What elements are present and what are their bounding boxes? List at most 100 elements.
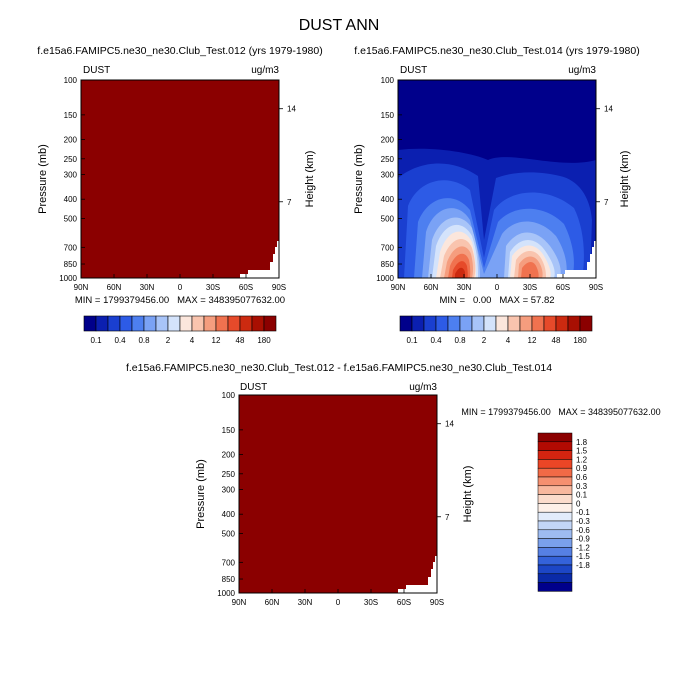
colorbar-swatch <box>555 315 569 332</box>
y2-tick-label: 14 <box>445 420 454 429</box>
colorbar-swatch <box>471 315 485 332</box>
y2-axis-label: Height (km) <box>619 151 631 208</box>
colorbar-swatch <box>537 520 573 531</box>
missing-data-region <box>240 241 279 278</box>
figure-title: DUST ANN <box>299 17 380 34</box>
colorbar-label: 48 <box>552 336 561 345</box>
colorbar-label: -0.6 <box>576 526 590 535</box>
y-axis-label: Pressure (mb) <box>195 459 207 529</box>
x-tick-label: 60N <box>107 283 122 292</box>
y-tick-label: 700 <box>222 558 236 567</box>
y-tick-label: 100 <box>381 76 395 85</box>
stats-text: MIN = 1799379456.00 MAX = 348395077632.0… <box>461 407 660 417</box>
y-tick-label: 1000 <box>59 274 77 283</box>
colorbar-swatch <box>143 315 157 332</box>
colorbar-swatch <box>251 315 265 332</box>
y-tick-label: 850 <box>64 260 78 269</box>
colorbar-swatch <box>155 315 169 332</box>
colorbar-swatch <box>95 315 109 332</box>
panel-title: f.e15a6.FAMIPC5.ne30_ne30.Club_Test.014 … <box>354 45 639 57</box>
y-axis-label: Pressure (mb) <box>353 144 365 214</box>
colorbar-swatch <box>537 494 573 504</box>
colorbar-label: 0.4 <box>430 336 442 345</box>
colorbar-label: -1.5 <box>576 552 590 561</box>
colorbar-swatch <box>537 441 573 451</box>
variable-label: DUST <box>240 382 267 393</box>
colorbar-difference: 1.81.51.20.90.60.30.10-0.1-0.3-0.6-0.9-1… <box>537 432 590 592</box>
y-tick-label: 300 <box>64 170 78 179</box>
contour-fill-saturated <box>239 395 437 593</box>
y-tick-label: 200 <box>222 451 236 460</box>
y2-tick-label: 7 <box>604 198 609 207</box>
y-tick-label: 400 <box>222 510 236 519</box>
colorbar-swatch <box>167 315 181 332</box>
colorbar-label: 0.8 <box>454 336 466 345</box>
x-tick-label: 30S <box>206 283 220 292</box>
colorbar-swatch <box>537 538 573 548</box>
colorbar-swatch <box>203 315 217 332</box>
stats-text: MIN = 1799379456.00 MAX = 348395077632.0… <box>75 295 285 306</box>
colorbar-swatch <box>239 315 253 332</box>
y-tick-label: 850 <box>222 575 236 584</box>
colorbar-top-left: 0.1 0.4 0.8 2 4 12 48 180 <box>83 315 277 345</box>
units-label: ug/m3 <box>251 65 279 76</box>
y2-tick-label: 7 <box>287 198 292 207</box>
x-tick-label: 30N <box>298 598 313 607</box>
x-tick-label: 0 <box>336 598 341 607</box>
missing-data-region <box>398 556 437 593</box>
colorbar-top-right: 0.1 0.4 0.8 2 4 12 48 180 <box>399 315 593 345</box>
colorbar-label: 2 <box>166 336 171 345</box>
colorbar-swatch <box>537 467 573 478</box>
y-tick-label: 850 <box>381 260 395 269</box>
y-tick-label: 500 <box>222 529 236 538</box>
y-tick-label: 300 <box>381 170 395 179</box>
colorbar-swatch <box>537 450 573 460</box>
colorbar-swatch <box>215 315 229 332</box>
y-tick-label: 150 <box>222 426 236 435</box>
colorbar-swatch <box>107 315 121 332</box>
colorbar-swatch <box>537 555 573 566</box>
colorbar-label: 0.1 <box>406 336 418 345</box>
colorbar-label: 0.4 <box>114 336 126 345</box>
colorbar-label: -0.9 <box>576 535 590 544</box>
colorbar-label: 0 <box>576 499 581 508</box>
colorbar-label: 0.3 <box>576 482 588 491</box>
colorbar-swatch <box>507 315 521 332</box>
y2-axis-label: Height (km) <box>462 466 474 523</box>
colorbar-swatch <box>495 315 509 332</box>
y-tick-label: 200 <box>64 136 78 145</box>
colorbar-label: 180 <box>257 336 271 345</box>
variable-label: DUST <box>83 65 110 76</box>
colorbar-swatch <box>459 315 473 332</box>
x-tick-label: 60S <box>556 283 570 292</box>
y-tick-label: 500 <box>381 214 395 223</box>
contour-field <box>398 80 596 278</box>
colorbar-label: 2 <box>482 336 487 345</box>
colorbar-label: 48 <box>236 336 245 345</box>
colorbar-label: 0.6 <box>576 473 588 482</box>
y-tick-label: 300 <box>222 485 236 494</box>
x-tick-label: 90S <box>272 283 286 292</box>
colorbar-swatch <box>435 315 449 332</box>
y-tick-label: 150 <box>64 111 78 120</box>
colorbar-swatch <box>191 315 205 332</box>
y-tick-label: 250 <box>381 155 395 164</box>
contour-level-13 <box>455 267 465 278</box>
colorbar-swatch <box>83 315 97 332</box>
y-tick-label: 400 <box>381 195 395 204</box>
y-tick-label: 700 <box>381 243 395 252</box>
x-tick-label: 90S <box>589 283 603 292</box>
missing-data-region <box>557 241 596 278</box>
y-tick-label: 250 <box>222 470 236 479</box>
y-tick-label: 250 <box>64 155 78 164</box>
stats-text: MIN = 0.00 MAX = 57.82 <box>439 295 554 306</box>
colorbar-swatch <box>537 573 573 583</box>
colorbar-label: 180 <box>573 336 587 345</box>
colorbar-label: -0.1 <box>576 508 590 517</box>
y2-tick-label: 14 <box>287 105 296 114</box>
x-tick-label: 60S <box>239 283 253 292</box>
colorbar-swatch <box>119 315 133 332</box>
y-tick-label: 1000 <box>217 589 235 598</box>
y2-tick-label: 14 <box>604 105 613 114</box>
